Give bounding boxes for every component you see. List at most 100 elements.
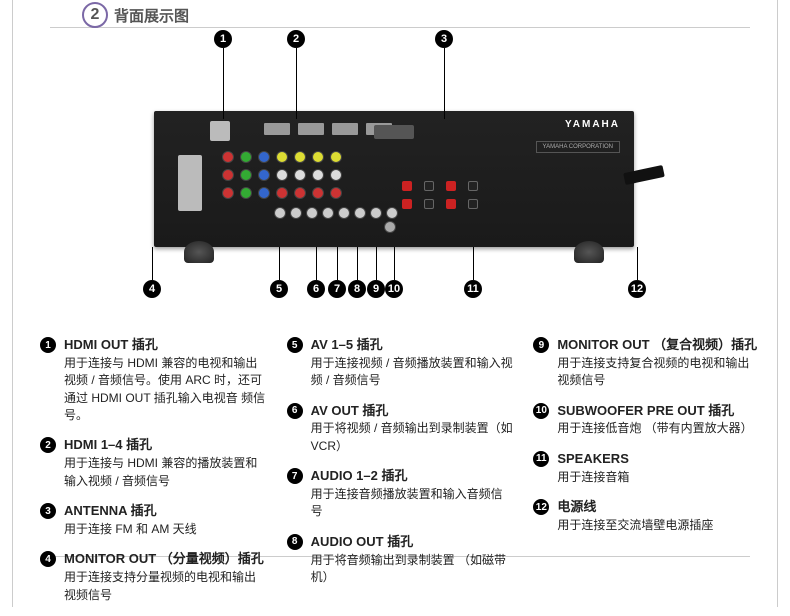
- desc-item-title: SUBWOOFER PRE OUT 插孔: [557, 402, 752, 421]
- desc-item-title: AV 1–5 插孔: [311, 336, 514, 355]
- desc-item-2: 2 HDMI 1–4 插孔用于连接与 HDMI 兼容的播放装置和输入视频 / 音频…: [40, 436, 267, 490]
- desc-item-title: MONITOR OUT （复合视频）插孔: [557, 336, 760, 355]
- desc-item-text: AV 1–5 插孔用于连接视频 / 音频播放装置和输入视频 / 音频信号: [311, 336, 514, 390]
- callout-marker-8: 8: [348, 280, 366, 298]
- desc-col-2: 5 AV 1–5 插孔用于连接视频 / 音频播放装置和输入视频 / 音频信号 6 AV…: [287, 336, 514, 616]
- desc-item-text: AUDIO OUT 插孔用于将音频输出到录制装置 （如磁带机）: [311, 533, 514, 587]
- callout-marker-9: 9: [367, 280, 385, 298]
- desc-item-3: 3 ANTENNA 插孔用于连接 FM 和 AM 天线: [40, 502, 267, 538]
- desc-item-num: 1: [40, 337, 56, 353]
- desc-col-1: 1 HDMI OUT 插孔用于连接与 HDMI 兼容的电视和输出视频 / 音频信号…: [40, 336, 267, 616]
- callout-marker-12: 12: [628, 280, 646, 298]
- section-header: 2 背面展示图: [82, 2, 189, 28]
- desc-item-num: 8: [287, 534, 303, 550]
- corp-label: YAMAHA CORPORATION: [536, 141, 620, 153]
- desc-item-num: 2: [40, 437, 56, 453]
- desc-item-title: ANTENNA 插孔: [64, 502, 197, 521]
- desc-item-title: SPEAKERS: [557, 450, 629, 469]
- lead-line-11: [473, 247, 474, 280]
- desc-item-body: 用于连接支持分量视频的电视和输出视频信号: [64, 570, 256, 601]
- desc-item-title: HDMI 1–4 插孔: [64, 436, 267, 455]
- speaker-binding-posts: [402, 181, 480, 211]
- desc-item-10: 10 SUBWOOFER PRE OUT 插孔用于连接低音炮 （带有内置放大器）: [533, 402, 760, 438]
- lead-line-6: [316, 247, 317, 280]
- lead-line-12: [637, 247, 638, 280]
- desc-item-num: 4: [40, 551, 56, 567]
- lead-line-9: [376, 247, 377, 280]
- lead-line-5: [279, 247, 280, 280]
- desc-item-7: 7 AUDIO 1–2 插孔用于连接音频播放装置和输入音频信号: [287, 467, 514, 521]
- desc-item-num: 3: [40, 503, 56, 519]
- receiver-back-illustration: YAMAHA YAMAHA CORPORATION: [154, 111, 634, 247]
- section-title: 背面展示图: [114, 5, 189, 26]
- desc-item-text: HDMI 1–4 插孔用于连接与 HDMI 兼容的播放装置和输入视频 / 音频信…: [64, 436, 267, 490]
- callout-marker-7: 7: [328, 280, 346, 298]
- desc-item-12: 12 电源线用于连接至交流墙壁电源插座: [533, 498, 760, 534]
- lead-line-1: [223, 48, 224, 119]
- lead-line-4: [152, 247, 153, 280]
- callout-marker-11: 11: [464, 280, 482, 298]
- desc-item-text: HDMI OUT 插孔用于连接与 HDMI 兼容的电视和输出视频 / 音频信号。…: [64, 336, 267, 424]
- subwoofer-out-port: [384, 221, 396, 233]
- desc-item-title: AUDIO OUT 插孔: [311, 533, 514, 552]
- desc-item-8: 8 AUDIO OUT 插孔用于将音频输出到录制装置 （如磁带机）: [287, 533, 514, 587]
- desc-item-num: 11: [533, 451, 549, 467]
- callout-marker-5: 5: [270, 280, 288, 298]
- brand-logo: YAMAHA: [565, 119, 620, 130]
- lead-line-7: [337, 247, 338, 280]
- desc-item-title: 电源线: [557, 498, 713, 517]
- desc-col-3: 9 MONITOR OUT （复合视频）插孔用于连接支持复合视频的电视和输出视频信…: [533, 336, 760, 616]
- description-columns: 1 HDMI OUT 插孔用于连接与 HDMI 兼容的电视和输出视频 / 音频信号…: [40, 336, 760, 616]
- desc-item-text: ANTENNA 插孔用于连接 FM 和 AM 天线: [64, 502, 197, 538]
- lead-line-3: [444, 48, 445, 119]
- desc-item-11: 11 SPEAKERS用于连接音箱: [533, 450, 760, 486]
- callout-marker-3: 3: [435, 30, 453, 48]
- desc-item-9: 9 MONITOR OUT （复合视频）插孔用于连接支持复合视频的电视和输出视频信…: [533, 336, 760, 390]
- desc-item-body: 用于将视频 / 音频输出到录制装置（如 VCR）: [311, 421, 513, 452]
- hdmi-in-ports: [264, 123, 392, 135]
- desc-item-title: HDMI OUT 插孔: [64, 336, 267, 355]
- desc-item-text: AV OUT 插孔用于将视频 / 音频输出到录制装置（如 VCR）: [311, 402, 514, 456]
- desc-item-title: AV OUT 插孔: [311, 402, 514, 421]
- desc-item-body: 用于连接与 HDMI 兼容的电视和输出视频 / 音频信号。使用 ARC 时，还可…: [64, 356, 265, 422]
- component-block: [178, 155, 202, 211]
- desc-item-num: 12: [533, 499, 549, 515]
- hdmi-out-port: [210, 121, 230, 141]
- desc-item-text: MONITOR OUT （分量视频）插孔用于连接支持分量视频的电视和输出视频信号: [64, 550, 267, 604]
- desc-item-body: 用于连接与 HDMI 兼容的播放装置和输入视频 / 音频信号: [64, 456, 257, 487]
- desc-item-title: AUDIO 1–2 插孔: [311, 467, 514, 486]
- desc-item-body: 用于连接音频播放装置和输入音频信号: [311, 487, 503, 518]
- desc-item-body: 用于将音频输出到录制装置 （如磁带机）: [311, 553, 506, 584]
- desc-item-5: 5 AV 1–5 插孔用于连接视频 / 音频播放装置和输入视频 / 音频信号: [287, 336, 514, 390]
- desc-item-body: 用于连接视频 / 音频播放装置和输入视频 / 音频信号: [311, 356, 513, 387]
- desc-item-num: 9: [533, 337, 549, 353]
- desc-item-num: 10: [533, 403, 549, 419]
- callout-marker-4: 4: [143, 280, 161, 298]
- desc-item-text: SUBWOOFER PRE OUT 插孔用于连接低音炮 （带有内置放大器）: [557, 402, 752, 438]
- desc-item-6: 6 AV OUT 插孔用于将视频 / 音频输出到录制装置（如 VCR）: [287, 402, 514, 456]
- desc-item-body: 用于连接至交流墙壁电源插座: [557, 518, 713, 532]
- desc-item-num: 7: [287, 468, 303, 484]
- desc-item-body: 用于连接低音炮 （带有内置放大器）: [557, 421, 752, 435]
- rca-audio-row: [274, 207, 398, 219]
- desc-item-num: 6: [287, 403, 303, 419]
- rca-av-grid: [222, 151, 344, 201]
- lead-line-2: [296, 48, 297, 119]
- desc-item-text: SPEAKERS用于连接音箱: [557, 450, 629, 486]
- callout-marker-10: 10: [385, 280, 403, 298]
- desc-item-body: 用于连接支持复合视频的电视和输出视频信号: [557, 356, 749, 387]
- callout-marker-1: 1: [214, 30, 232, 48]
- callout-marker-6: 6: [307, 280, 325, 298]
- desc-item-num: 5: [287, 337, 303, 353]
- desc-item-title: MONITOR OUT （分量视频）插孔: [64, 550, 267, 569]
- section-number: 2: [82, 2, 108, 28]
- lead-line-10: [394, 247, 395, 280]
- desc-item-text: MONITOR OUT （复合视频）插孔用于连接支持复合视频的电视和输出视频信号: [557, 336, 760, 390]
- desc-item-1: 1 HDMI OUT 插孔用于连接与 HDMI 兼容的电视和输出视频 / 音频信号…: [40, 336, 267, 424]
- lead-line-8: [357, 247, 358, 280]
- desc-item-body: 用于连接 FM 和 AM 天线: [64, 522, 197, 536]
- desc-item-text: AUDIO 1–2 插孔用于连接音频播放装置和输入音频信号: [311, 467, 514, 521]
- callout-marker-2: 2: [287, 30, 305, 48]
- desc-item-text: 电源线用于连接至交流墙壁电源插座: [557, 498, 713, 534]
- desc-item-4: 4 MONITOR OUT （分量视频）插孔用于连接支持分量视频的电视和输出视频信…: [40, 550, 267, 604]
